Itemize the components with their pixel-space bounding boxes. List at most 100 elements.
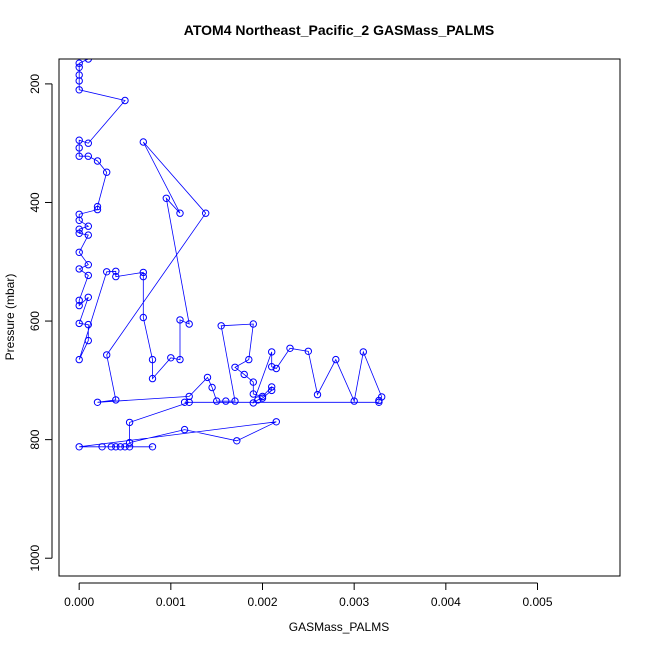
data-point bbox=[240, 370, 248, 379]
y-tick-label: 600 bbox=[28, 311, 42, 331]
data-point bbox=[148, 443, 157, 451]
data-point bbox=[139, 268, 148, 277]
data-point bbox=[213, 397, 221, 405]
data-point bbox=[268, 363, 276, 371]
data-point bbox=[139, 272, 148, 281]
data-point bbox=[268, 383, 276, 391]
data-point bbox=[84, 222, 93, 230]
data-point bbox=[202, 209, 210, 217]
data-point bbox=[75, 59, 83, 67]
data-point bbox=[75, 152, 83, 160]
data-point bbox=[268, 386, 276, 395]
data-point bbox=[84, 152, 93, 160]
data-point bbox=[180, 425, 189, 434]
data-point bbox=[93, 157, 102, 165]
data-point bbox=[75, 319, 83, 328]
data-point bbox=[93, 202, 102, 211]
data-point bbox=[272, 418, 280, 426]
data-point bbox=[125, 443, 134, 451]
chart-title: ATOM4 Northeast_Pacific_2 GASMass_PALMS bbox=[184, 22, 494, 38]
x-axis: 0.000 0.001 0.002 0.003 0.004 0.005 bbox=[64, 582, 553, 609]
data-point bbox=[84, 59, 92, 63]
data-point bbox=[268, 348, 276, 356]
data-point bbox=[75, 86, 83, 94]
data-point bbox=[103, 268, 111, 276]
data-point bbox=[84, 336, 93, 345]
data-point bbox=[75, 144, 83, 152]
data-point bbox=[249, 320, 258, 328]
plot-frame bbox=[58, 58, 621, 577]
data-point bbox=[75, 229, 83, 238]
data-point bbox=[75, 301, 83, 310]
data-point bbox=[107, 443, 116, 451]
data-point bbox=[98, 443, 106, 451]
data-point bbox=[203, 373, 212, 382]
data-point bbox=[176, 355, 184, 364]
data-point bbox=[162, 194, 171, 203]
data-point bbox=[84, 231, 93, 239]
data-point bbox=[176, 209, 184, 217]
data-point bbox=[112, 272, 120, 281]
data-point bbox=[84, 139, 93, 147]
data-point bbox=[249, 378, 258, 386]
data-point bbox=[286, 344, 294, 352]
y-axis-label: Pressure (mbar) bbox=[3, 274, 17, 361]
x-axis-label: GASMass_PALMS bbox=[289, 620, 389, 634]
data-point bbox=[125, 418, 134, 427]
data-point bbox=[208, 383, 216, 392]
data-point bbox=[272, 364, 280, 373]
x-tick-label: 0.003 bbox=[339, 595, 369, 609]
plot-area bbox=[75, 59, 386, 451]
series-line bbox=[78, 59, 383, 448]
data-point bbox=[167, 354, 175, 362]
y-tick-label: 200 bbox=[28, 74, 42, 94]
data-point bbox=[332, 355, 340, 364]
y-axis: 200 400 600 800 1000 bbox=[28, 74, 53, 572]
x-tick-label: 0.004 bbox=[431, 595, 461, 609]
data-point bbox=[148, 355, 157, 364]
data-point bbox=[75, 71, 83, 79]
data-point bbox=[180, 398, 189, 406]
x-tick-label: 0.001 bbox=[156, 595, 186, 609]
data-point bbox=[245, 355, 253, 364]
data-point bbox=[121, 443, 129, 451]
x-tick-label: 0.005 bbox=[522, 595, 552, 609]
x-tick-label: 0.002 bbox=[247, 595, 277, 609]
data-point bbox=[93, 398, 102, 406]
data-point bbox=[185, 398, 193, 406]
data-point bbox=[217, 322, 225, 330]
data-point bbox=[75, 136, 83, 144]
data-point bbox=[75, 265, 83, 273]
data-point bbox=[185, 320, 193, 328]
y-tick-label: 1000 bbox=[28, 545, 42, 572]
data-point bbox=[116, 443, 125, 451]
data-point bbox=[359, 348, 367, 356]
data-point bbox=[222, 397, 230, 405]
data-point bbox=[121, 96, 129, 105]
data-point bbox=[313, 390, 322, 399]
data-point bbox=[75, 225, 83, 233]
x-tick-label: 0.000 bbox=[64, 595, 94, 609]
data-point bbox=[375, 398, 383, 406]
data-point bbox=[258, 394, 267, 402]
data-point bbox=[93, 205, 102, 214]
data-point bbox=[84, 293, 93, 301]
data-point bbox=[75, 248, 83, 257]
data-point bbox=[103, 168, 111, 176]
data-point bbox=[112, 443, 120, 451]
data-point bbox=[75, 77, 83, 85]
data-point bbox=[304, 347, 312, 355]
data-point bbox=[75, 63, 83, 72]
y-tick-label: 400 bbox=[28, 192, 42, 212]
data-point bbox=[231, 397, 239, 405]
data-point bbox=[112, 396, 120, 404]
data-point bbox=[84, 320, 93, 329]
data-point bbox=[84, 261, 93, 269]
data-point bbox=[148, 374, 157, 383]
data-point bbox=[75, 216, 83, 225]
data-point bbox=[176, 316, 184, 324]
data-point bbox=[249, 399, 258, 407]
data-point bbox=[75, 443, 83, 451]
